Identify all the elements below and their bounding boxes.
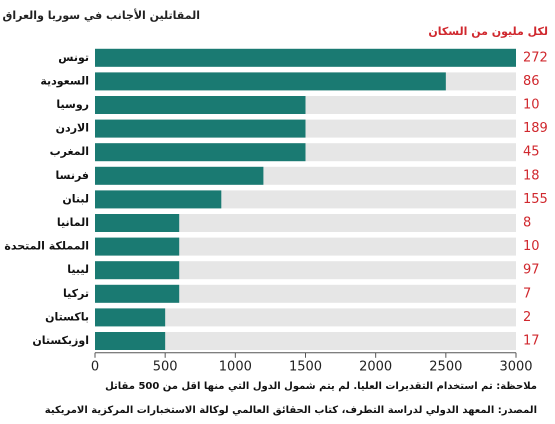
- y-tick-label: لبنان: [62, 192, 89, 205]
- bar: [95, 190, 222, 209]
- note: ملاحظة: تم استخدام التقديرات العليا. لم …: [105, 381, 537, 392]
- per-million-value: 17: [523, 334, 540, 349]
- per-million-value: 189: [523, 121, 548, 136]
- bar: [95, 143, 306, 162]
- x-tick-label: 500: [153, 359, 178, 374]
- bar: [95, 308, 166, 327]
- x-tick-label: 1500: [289, 359, 322, 374]
- y-tick-label: الاردن: [56, 122, 89, 135]
- y-tick-label: المانيا: [57, 216, 89, 229]
- y-tick-label: تونس: [58, 51, 89, 64]
- per-million-value: 10: [523, 98, 540, 113]
- per-million-value: 155: [523, 192, 548, 207]
- row-band: [95, 214, 516, 232]
- bar: [95, 261, 180, 280]
- row-band: [95, 237, 516, 256]
- per-million-value: 97: [523, 263, 540, 278]
- per-million-header: لكل مليون من السكان: [428, 25, 548, 38]
- row-band: [95, 308, 516, 327]
- per-million-value: 7: [523, 286, 531, 301]
- per-million-value: 272: [523, 50, 548, 65]
- chart-title: المقاتلين الأجانب في سوريا والعراق: [3, 8, 200, 22]
- per-million-value: 45: [523, 145, 540, 160]
- bar: [95, 72, 446, 91]
- y-tick-label: فرنسا: [56, 169, 90, 182]
- y-tick-label: باكستان: [45, 310, 89, 323]
- y-tick-label: المغرب: [50, 145, 89, 158]
- bar: [95, 48, 516, 67]
- y-tick-label: اوزبكستان: [32, 334, 89, 347]
- row-band: [95, 284, 516, 303]
- y-tick-label: روسيا: [56, 98, 89, 111]
- row-band: [95, 332, 516, 350]
- bar: [95, 96, 306, 114]
- bar: [95, 237, 180, 256]
- bar: [95, 166, 264, 185]
- bar: [95, 284, 180, 303]
- x-tick-label: 3000: [499, 359, 532, 374]
- bar: [95, 214, 180, 232]
- y-tick-label: ليبيا: [67, 263, 89, 276]
- per-million-value: 2: [523, 310, 531, 325]
- x-tick-label: 0: [91, 359, 99, 374]
- x-tick-label: 2500: [429, 359, 462, 374]
- y-tick-label: تركيا: [63, 287, 89, 300]
- per-million-value: 10: [523, 239, 540, 254]
- per-million-value: 8: [523, 216, 531, 231]
- x-tick-label: 2000: [359, 359, 392, 374]
- y-tick-label: السعودية: [40, 74, 89, 87]
- source: المصدر: المعهد الدولي لدراسة التطرف، كتا…: [45, 405, 537, 416]
- per-million-value: 86: [523, 74, 540, 89]
- per-million-value: 18: [523, 168, 540, 183]
- bar: [95, 119, 306, 138]
- bar: [95, 332, 166, 350]
- row-band: [95, 261, 516, 280]
- y-tick-label: المملكة المتحدة: [4, 240, 89, 253]
- x-tick-label: 1000: [219, 359, 252, 374]
